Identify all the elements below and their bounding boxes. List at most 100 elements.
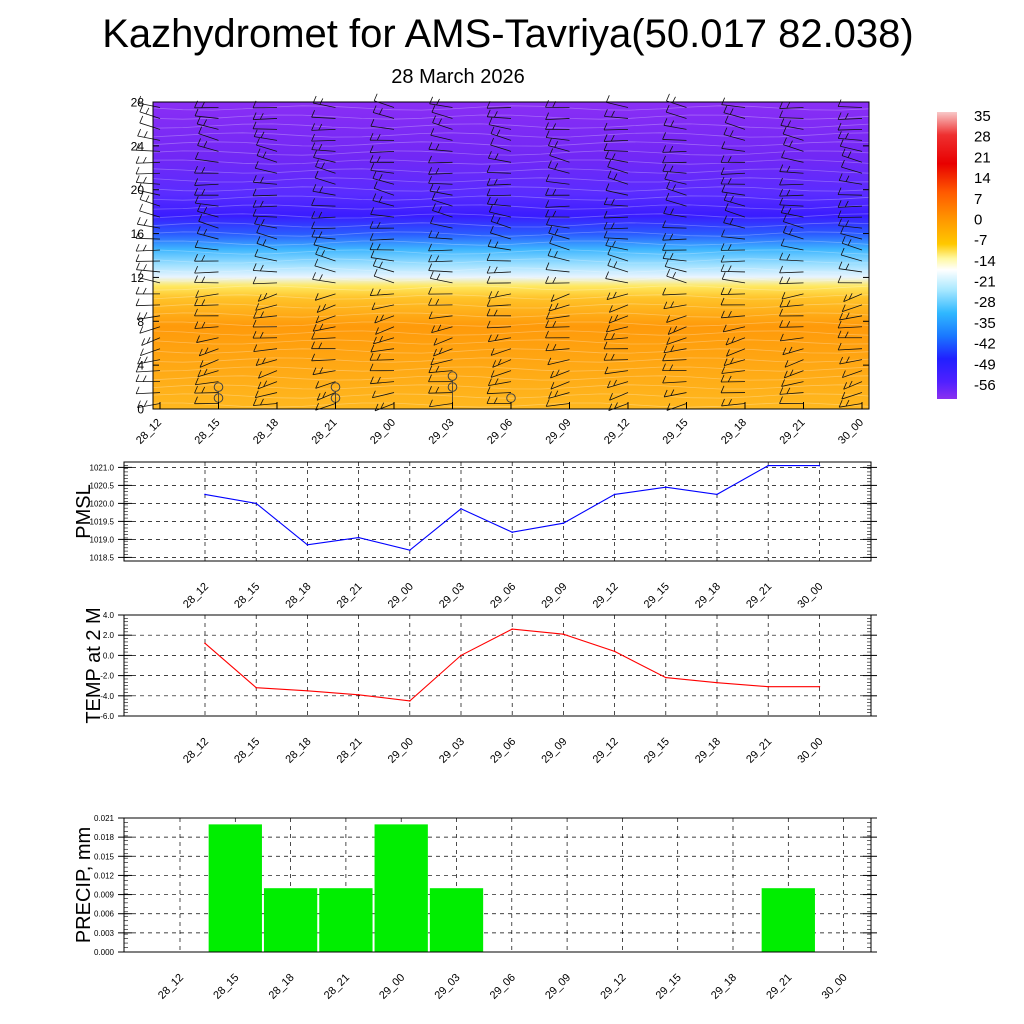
wind-barb-flag xyxy=(545,276,549,284)
wind-barb-flag xyxy=(141,338,145,346)
wind-barb-flag xyxy=(723,358,728,366)
wind-barb-flag xyxy=(252,263,257,271)
wind-barb xyxy=(725,336,746,346)
wind-barb-staff xyxy=(370,293,395,296)
wind-barb-staff xyxy=(838,205,863,208)
wind-barb-staff xyxy=(662,258,687,262)
wind-barb-staff xyxy=(721,260,746,263)
y-tick-label: -4.0 xyxy=(100,692,114,701)
wind-barb-flag xyxy=(614,314,619,322)
pmsl-axis-label: PMSL xyxy=(73,484,95,538)
wind-barb xyxy=(311,133,336,142)
wind-barb xyxy=(312,272,336,284)
plot-area xyxy=(124,615,871,716)
wind-barb xyxy=(779,110,804,119)
wind-barb-flag xyxy=(487,334,492,342)
wind-barb-flag xyxy=(840,247,845,256)
wind-barb-flag xyxy=(721,366,726,374)
cloud-circle xyxy=(447,382,458,392)
isotherm-line xyxy=(152,132,870,138)
wind-barb-staff xyxy=(548,145,570,152)
wind-barb-flag xyxy=(255,303,260,311)
wind-barb-flag xyxy=(720,385,725,393)
wind-barb-staff xyxy=(313,326,336,332)
wind-barb-staff xyxy=(545,348,570,352)
wind-barb-flag xyxy=(194,240,199,248)
wind-barb-staff xyxy=(605,157,629,163)
wind-barb-staff xyxy=(604,237,629,240)
x-tick-label: 28_12 xyxy=(181,736,211,766)
wind-barb-flag xyxy=(782,347,787,355)
wind-barb xyxy=(720,310,746,319)
x-tick-label: 28_15 xyxy=(232,736,262,766)
wind-barb-flag xyxy=(606,324,610,333)
wind-barb-flag xyxy=(428,365,433,373)
wind-barb-flag xyxy=(552,277,557,284)
wind-barb xyxy=(603,109,629,119)
wind-barb xyxy=(841,236,863,251)
wind-barb xyxy=(252,121,278,130)
wind-barb-staff xyxy=(666,315,687,323)
wind-barb-flag xyxy=(142,287,147,295)
wind-barb-staff xyxy=(253,181,278,185)
colorbar-label: -21 xyxy=(974,274,996,291)
wind-barb xyxy=(487,334,512,343)
wind-barb-flag xyxy=(201,166,206,174)
x-tick-label: 28_21 xyxy=(310,417,340,447)
wind-barb-flag xyxy=(316,305,321,313)
wind-barb xyxy=(546,311,570,320)
pmsl-point xyxy=(460,508,462,510)
wind-barb xyxy=(428,243,453,252)
wind-barb-flag xyxy=(555,369,560,376)
wind-barb-flag xyxy=(429,271,434,279)
wind-barb-staff xyxy=(838,268,863,273)
wind-barb xyxy=(837,99,863,108)
wind-barb xyxy=(841,304,863,313)
wind-barb-flag xyxy=(196,116,201,125)
wind-barb-flag xyxy=(841,236,846,244)
wind-barb-flag xyxy=(431,325,435,333)
wind-barb-staff xyxy=(316,304,336,313)
wind-barb xyxy=(664,259,687,273)
wind-barb-flag xyxy=(252,208,257,217)
wind-barb-flag xyxy=(720,310,725,318)
wind-barb xyxy=(720,155,746,163)
wind-barb-staff xyxy=(721,172,746,175)
wind-barb-flag xyxy=(256,236,261,244)
x-tick-label: 28_18 xyxy=(283,736,313,766)
wind-barb-flag xyxy=(839,139,844,147)
wind-barb-flag xyxy=(611,110,615,118)
wind-barb-flag xyxy=(194,265,198,274)
wind-barb-staff xyxy=(433,337,453,346)
colorbar-label: -7 xyxy=(974,232,987,249)
wind-barb xyxy=(721,184,746,196)
wind-barb-flag xyxy=(262,239,267,246)
wind-barb xyxy=(608,314,629,324)
wind-barb-flag xyxy=(662,375,667,384)
wind-barb xyxy=(432,203,453,218)
wind-barb-flag xyxy=(662,353,666,361)
wind-barb-flag xyxy=(137,400,141,408)
wind-barb-flag xyxy=(837,99,842,107)
wind-barb-flag xyxy=(139,326,144,334)
x-tick-label: 29_03 xyxy=(437,581,467,611)
wind-barb xyxy=(253,344,278,352)
isotherm-line xyxy=(152,339,870,345)
wind-barb xyxy=(311,211,336,219)
wind-barb-staff xyxy=(783,232,804,240)
wind-barb xyxy=(311,229,336,240)
wind-barb xyxy=(311,123,336,131)
wind-barb-flag xyxy=(721,141,726,149)
wind-barb-flag xyxy=(486,188,491,196)
wind-barb xyxy=(666,268,687,284)
wind-barb xyxy=(779,197,804,207)
wind-barb xyxy=(490,348,512,356)
wind-barb-flag xyxy=(198,214,203,222)
wind-barb-staff xyxy=(370,150,395,153)
wind-barb-flag xyxy=(428,298,432,306)
wind-barb-flag xyxy=(603,230,608,238)
wind-barb-staff xyxy=(663,213,687,218)
wind-barb xyxy=(139,326,161,334)
wind-barb-flag xyxy=(488,204,493,213)
cross-section-panel: 0 4 8 12 16 20 24 28 28_12 28_15 28_18 28_21 29_00 2… xyxy=(131,93,870,447)
